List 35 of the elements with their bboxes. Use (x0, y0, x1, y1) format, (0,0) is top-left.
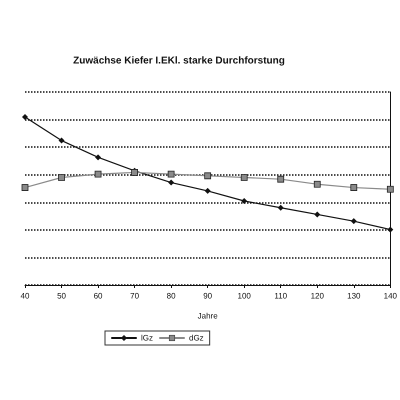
point (204, 188, 211, 194)
x-tick-label: 70 (130, 292, 140, 300)
point (22, 184, 28, 191)
legend-label: lGz (141, 334, 153, 342)
x-tick-label: 130 (347, 292, 362, 300)
point (168, 170, 175, 178)
x-tick-label: 40 (20, 292, 30, 300)
point (350, 218, 357, 224)
point (240, 174, 248, 181)
point (314, 180, 321, 188)
point (58, 174, 65, 181)
point (22, 114, 28, 120)
point (386, 186, 394, 193)
legend-label: dGz (189, 334, 204, 342)
point (314, 211, 320, 218)
x-tick-label: 80 (166, 292, 176, 300)
x-tick-label: 90 (203, 292, 213, 300)
point (204, 172, 212, 180)
x-tick-label: 140 (384, 292, 398, 300)
x-tick-label: 50 (57, 292, 67, 300)
point (168, 180, 174, 186)
point (277, 176, 284, 183)
point (387, 226, 394, 233)
point (350, 184, 358, 191)
chart-title: Zuwächse Kiefer I.EKl. starke Durchforstung (73, 56, 285, 66)
point (95, 154, 102, 160)
point (241, 198, 248, 204)
x-tick-label: 110 (274, 292, 288, 300)
point (94, 170, 102, 178)
x-axis-title: Jahre (198, 312, 218, 320)
x-tick-label: 60 (94, 292, 104, 300)
point (278, 204, 284, 211)
x-tick-label: 100 (238, 292, 252, 300)
point (58, 138, 65, 144)
x-tick-label: 120 (310, 292, 324, 300)
